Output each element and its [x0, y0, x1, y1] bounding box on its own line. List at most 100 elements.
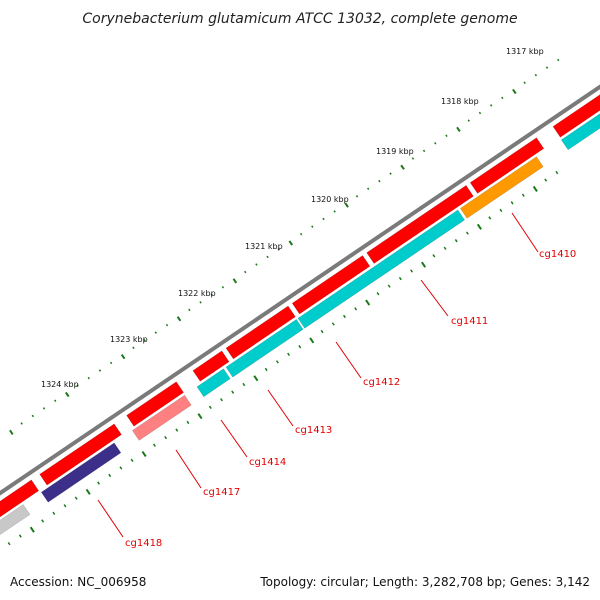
inner-tick: [74, 496, 78, 500]
gene-label-track: cg1410 cg1411 cg1412 cg1413 cg1414 cg1417 cg14…: [125, 249, 576, 549]
gene-block-navy: [40, 442, 122, 503]
inner-tick: [521, 193, 525, 197]
outer-tick: [311, 225, 314, 228]
gene-label[interactable]: cg1410: [539, 249, 576, 260]
inner-tick: [7, 541, 11, 546]
kbp-label-track: 1317 kbp 1318 kbp 1319 kbp 1320 kbp 1321 kbp…: [41, 47, 544, 389]
outer-tick: [322, 217, 325, 221]
outer-tick: [255, 263, 258, 266]
inner-tick: [18, 534, 22, 538]
gene-leader-line: [267, 389, 294, 427]
gene-label[interactable]: cg1418: [125, 538, 162, 549]
gene-block: [0, 479, 40, 518]
inner-tick: [298, 345, 302, 349]
gene-leader-line: [335, 341, 362, 379]
outer-tick: [557, 58, 560, 62]
outer-tick: [478, 111, 482, 115]
gene-label[interactable]: cg1413: [295, 425, 332, 436]
gene-leader-line: [420, 279, 449, 317]
gene-label[interactable]: cg1417: [203, 487, 240, 498]
inner-tick: [398, 276, 402, 281]
inner-tick: [421, 261, 427, 268]
kbp-label: 1323 kbp: [110, 335, 148, 344]
outer-tick: [42, 407, 46, 410]
inner-tick: [119, 466, 123, 470]
inner-tick: [152, 443, 156, 447]
inner-tick: [365, 299, 371, 306]
inner-tick: [309, 337, 315, 344]
gene-block-cyan: [225, 319, 304, 378]
outer-tick: [232, 278, 238, 284]
genome-backbone: [0, 84, 600, 496]
inner-tick: [208, 405, 212, 409]
gene-block-cyan: [297, 209, 465, 329]
outer-tick: [31, 414, 35, 418]
inner-tick: [432, 254, 436, 258]
inner-tick: [220, 398, 223, 402]
inner-tick: [97, 481, 101, 485]
gene-leader-line: [97, 499, 124, 538]
inner-tick: [354, 307, 358, 311]
inner-tick: [141, 450, 147, 458]
gene-label[interactable]: cg1411: [451, 316, 488, 327]
inner-tick: [253, 375, 259, 382]
outer-tick: [411, 157, 415, 160]
gene-label[interactable]: cg1414: [249, 457, 286, 468]
kbp-label: 1320 kbp: [311, 195, 349, 204]
outer-tick: [445, 134, 448, 137]
kbp-label: 1317 kbp: [506, 47, 544, 56]
inner-tick: [331, 322, 335, 326]
inner-tick: [410, 269, 413, 273]
gene-block-cyan: [196, 368, 231, 398]
gene-block: [291, 255, 371, 315]
outer-tick: [266, 255, 269, 259]
outer-tick: [389, 172, 392, 175]
inner-tick: [164, 435, 168, 440]
inner-tick: [63, 504, 67, 508]
genome-title: Corynebacterium glutamicum ATCC 13032, c…: [82, 11, 517, 27]
inner-tick: [197, 413, 203, 420]
kbp-label: 1319 kbp: [376, 147, 414, 156]
outer-tick: [109, 361, 113, 365]
inner-tick: [275, 360, 279, 364]
outer-tick: [120, 353, 126, 360]
gene-block: [126, 381, 184, 427]
outer-tick: [76, 384, 79, 387]
inner-tick: [544, 178, 548, 182]
outer-tick: [188, 308, 191, 312]
inner-tick: [443, 246, 447, 250]
inner-tick: [186, 420, 190, 425]
outer-tick: [378, 179, 381, 183]
outer-tick: [221, 285, 225, 289]
inner-tick: [52, 511, 56, 516]
outer-tick: [512, 88, 517, 95]
outer-tick: [299, 232, 303, 236]
inner-tick: [376, 292, 380, 296]
inner-tick: [510, 201, 514, 205]
gene-block: [225, 305, 296, 360]
outer-tick: [87, 376, 90, 380]
inner-tick: [175, 428, 179, 432]
gene-block-orange: [459, 156, 544, 219]
inner-tick: [85, 488, 91, 495]
gene-block-pink: [132, 394, 192, 441]
inner-tick: [287, 352, 291, 356]
outer-tick: [501, 96, 504, 100]
inner-tick: [532, 185, 538, 192]
outer-tick: [534, 73, 538, 77]
inner-tick: [231, 390, 235, 394]
inner-tick: [499, 208, 503, 213]
outer-tick: [367, 187, 370, 190]
gene-block-gray: [0, 504, 31, 535]
kbp-label: 1324 kbp: [41, 380, 79, 389]
outer-tick: [523, 81, 526, 84]
outer-tick: [165, 323, 169, 327]
label-leader-lines: [97, 212, 539, 538]
gene-block: [366, 185, 474, 264]
outer-tick: [333, 210, 336, 213]
outer-tick: [545, 66, 549, 69]
gene-leader-line: [175, 449, 202, 489]
gene-label[interactable]: cg1412: [363, 377, 400, 388]
gene-block: [39, 423, 122, 486]
